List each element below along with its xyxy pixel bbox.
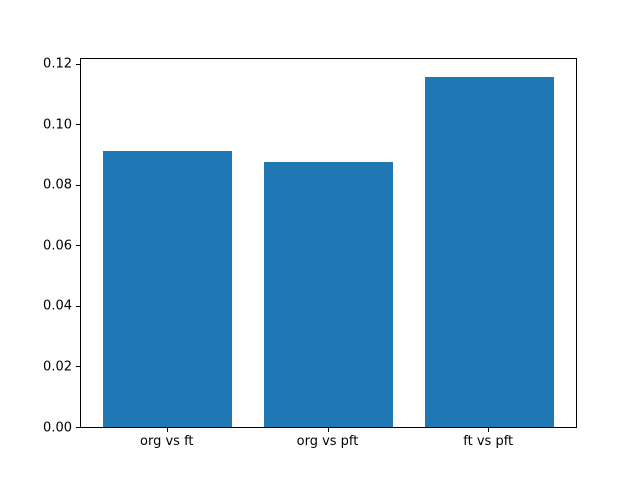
x-tick-mark bbox=[488, 428, 490, 432]
x-tick-label: org vs ft bbox=[140, 434, 194, 449]
y-tick-mark bbox=[76, 184, 80, 186]
y-tick-mark bbox=[76, 366, 80, 368]
y-tick-label: 0.04 bbox=[43, 298, 72, 314]
y-tick-label: 0.00 bbox=[43, 420, 72, 435]
bar-ft-vs-pft bbox=[424, 76, 554, 427]
x-tick-mark bbox=[166, 428, 168, 432]
y-tick-label: 0.08 bbox=[43, 177, 72, 193]
x-tick-label: org vs pft bbox=[296, 434, 359, 449]
y-tick-mark bbox=[76, 63, 80, 65]
bar-org-vs-ft bbox=[103, 151, 233, 427]
y-tick-label: 0.10 bbox=[43, 117, 72, 133]
y-tick-mark bbox=[76, 124, 80, 126]
plot-area bbox=[80, 58, 577, 428]
y-tick-label: 0.06 bbox=[43, 238, 72, 254]
y-tick-mark bbox=[76, 245, 80, 247]
y-tick-mark bbox=[76, 427, 80, 428]
y-tick-label: 0.02 bbox=[43, 359, 72, 375]
y-tick-label: 0.12 bbox=[43, 56, 72, 72]
x-tick-mark bbox=[327, 428, 329, 432]
x-tick-label: ft vs pft bbox=[463, 434, 514, 449]
y-tick-mark bbox=[76, 305, 80, 307]
bar-org-vs-pft bbox=[263, 162, 394, 427]
